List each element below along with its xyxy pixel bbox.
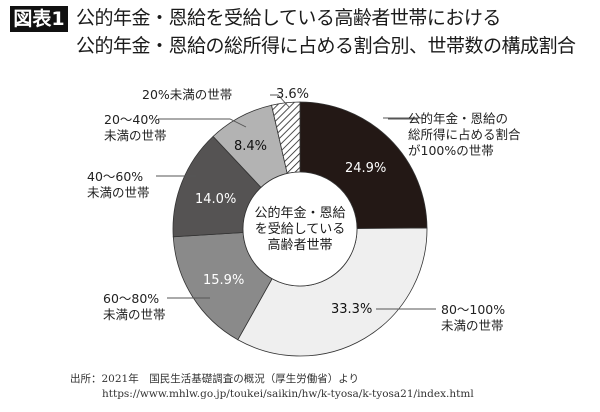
value-s60-80: 15.9% bbox=[203, 273, 245, 288]
center-line1: 公的年金・恩給 bbox=[254, 206, 346, 221]
value-s20-40: 8.4% bbox=[234, 139, 268, 154]
figure-badge: 図表1 bbox=[10, 6, 68, 32]
source-line1: 出所：2021年 国民生活基礎調査の概況（厚生労働省）より bbox=[70, 373, 360, 385]
value-s0-20: 3.6% bbox=[276, 87, 310, 102]
label-s100-line1: 公的年金・恩給の bbox=[408, 111, 509, 126]
leader-s20-40 bbox=[158, 118, 247, 128]
leader-lines bbox=[156, 94, 436, 310]
chart-title-line1: 公的年金・恩給を受給している高齢者世帯における bbox=[76, 7, 501, 29]
value-s80-100: 33.3% bbox=[331, 302, 373, 317]
label-s20-40-line2: 未満の世帯 bbox=[104, 128, 167, 143]
source-url: https://www.mhlw.go.jp/toukei/saikin/hw/… bbox=[102, 388, 474, 400]
label-s80-100-line1: 80〜100% bbox=[441, 302, 506, 317]
label-s40-60-line1: 40〜60% bbox=[87, 169, 144, 184]
value-s100: 24.9% bbox=[345, 161, 387, 176]
label-s40-60-line2: 未満の世帯 bbox=[87, 185, 150, 200]
chart-title-line2: 公的年金・恩給の総所得に占める割合別、世帯数の構成割合 bbox=[76, 35, 576, 57]
leader-s0-20 bbox=[270, 94, 290, 108]
label-s0-20: 20%未満の世帯 bbox=[142, 87, 233, 102]
label-s20-40-line1: 20〜40% bbox=[104, 112, 161, 127]
source-note: 出所：2021年 国民生活基礎調査の概況（厚生労働省）より https://ww… bbox=[70, 372, 474, 402]
value-s40-60: 14.0% bbox=[195, 192, 237, 207]
donut-hole bbox=[242, 171, 358, 287]
donut-center-label: 公的年金・恩給 を受給している 高齢者世帯 bbox=[248, 206, 352, 254]
label-s60-80-line1: 60〜80% bbox=[103, 291, 160, 306]
label-s100-line2: 総所得に占める割合 bbox=[408, 127, 521, 142]
label-s80-100-line2: 未満の世帯 bbox=[441, 318, 504, 333]
center-line2: を受給している bbox=[254, 222, 346, 237]
label-s100-line3: が100%の世帯 bbox=[408, 143, 494, 158]
donut-slices bbox=[172, 101, 428, 357]
center-line3: 高齢者世帯 bbox=[267, 238, 333, 253]
label-s60-80-line2: 未満の世帯 bbox=[103, 307, 166, 322]
